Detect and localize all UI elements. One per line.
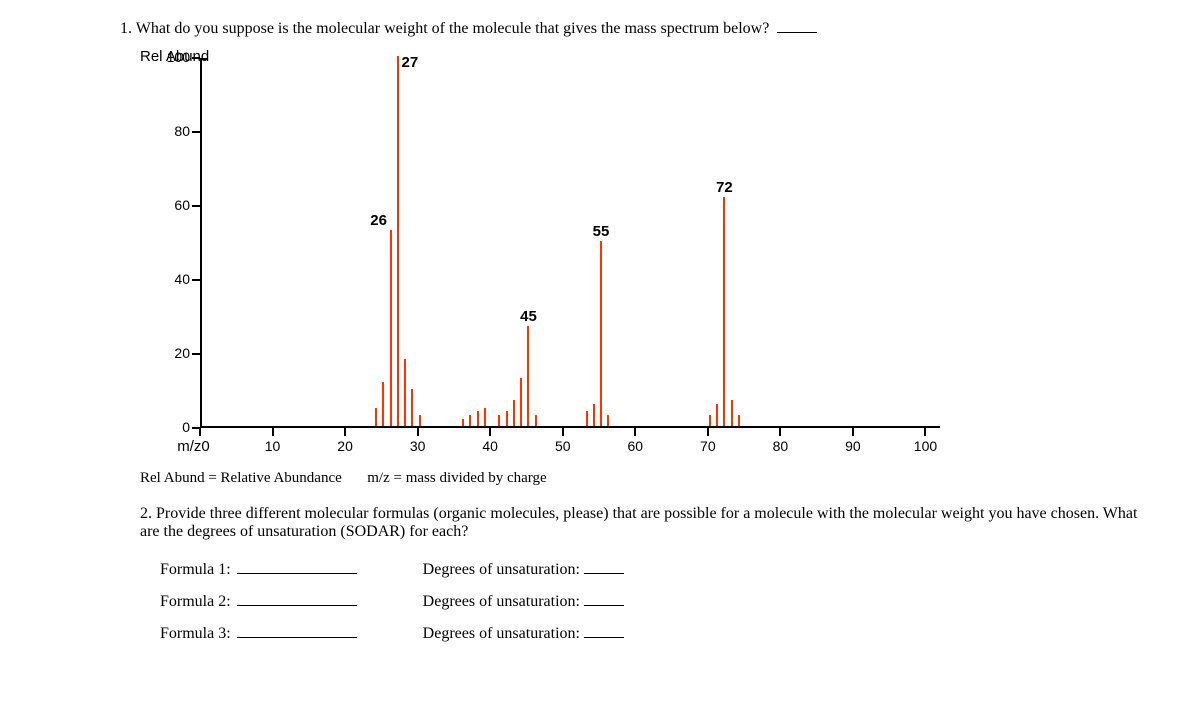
x-tick-label: 30 xyxy=(410,438,426,454)
spectrum-peak xyxy=(469,415,471,426)
degrees-label: Degrees of unsaturation: xyxy=(423,561,580,578)
spectrum-peak xyxy=(738,415,740,426)
formula-blank[interactable] xyxy=(237,561,357,574)
y-tick-label: 40 xyxy=(144,271,190,287)
spectrum-peak xyxy=(397,56,399,426)
x-tick-label: 40 xyxy=(482,438,498,454)
y-tick-label: 0 xyxy=(144,419,190,435)
formula-label: Formula 3: xyxy=(160,625,231,642)
spectrum-peak xyxy=(411,389,413,426)
legend-mz: m/z = mass divided by charge xyxy=(367,470,546,486)
y-tick xyxy=(192,131,200,133)
x-tick xyxy=(272,428,274,436)
spectrum-peak xyxy=(477,411,479,426)
question-1: 1. What do you suppose is the molecular … xyxy=(120,20,1160,38)
x-tick xyxy=(489,428,491,436)
y-tick-label: 100 xyxy=(144,49,190,65)
y-tick xyxy=(192,57,200,59)
x-tick-label: 80 xyxy=(773,438,789,454)
formula-blank[interactable] xyxy=(237,593,357,606)
peak-label: 26 xyxy=(370,212,387,229)
x-tick xyxy=(417,428,419,436)
x-tick-label: 60 xyxy=(627,438,643,454)
spectrum-peak xyxy=(535,415,537,426)
spectrum-peak xyxy=(484,408,486,427)
degrees-blank[interactable] xyxy=(584,561,624,574)
x-tick xyxy=(707,428,709,436)
mass-spectrum-chart: 2627455572 020406080100 1020304050607080… xyxy=(140,58,960,458)
spectrum-peak xyxy=(600,241,602,426)
chart-legend: Rel Abund = Relative Abundance m/z = mas… xyxy=(140,470,1160,487)
x-axis-title: m/z0 xyxy=(177,438,210,455)
x-tick xyxy=(779,428,781,436)
spectrum-peak xyxy=(607,415,609,426)
spectrum-peak xyxy=(723,197,725,426)
spectrum-peak xyxy=(527,326,529,426)
x-tick-label: 70 xyxy=(700,438,716,454)
x-tick xyxy=(634,428,636,436)
spectrum-peak xyxy=(462,419,464,426)
question-1-number: 1. xyxy=(120,20,132,37)
legend-rel-abund: Rel Abund = Relative Abundance xyxy=(140,470,342,486)
degrees-blank[interactable] xyxy=(584,593,624,606)
spectrum-peak xyxy=(593,404,595,426)
peak-label: 55 xyxy=(593,223,610,240)
formula-row: Formula 3: Degrees of unsaturation: xyxy=(160,625,1160,643)
x-tick xyxy=(852,428,854,436)
question-1-text: What do you suppose is the molecular wei… xyxy=(136,20,770,37)
spectrum-peak xyxy=(513,400,515,426)
question-2: 2. Provide three different molecular for… xyxy=(140,505,1160,541)
question-2-number: 2. xyxy=(140,505,152,522)
spectrum-peak xyxy=(716,404,718,426)
answer-blank-q1[interactable] xyxy=(777,20,817,33)
x-tick-label: 20 xyxy=(337,438,353,454)
peak-label: 45 xyxy=(520,308,537,325)
spectrum-peak xyxy=(520,378,522,426)
spectrum-peak xyxy=(731,400,733,426)
x-tick-label: 100 xyxy=(914,438,937,454)
y-tick-label: 60 xyxy=(144,197,190,213)
spectrum-peak xyxy=(498,415,500,426)
spectrum-peak xyxy=(709,415,711,426)
y-tick xyxy=(192,353,200,355)
spectrum-peak xyxy=(390,230,392,426)
x-tick xyxy=(344,428,346,436)
x-tick-label: 90 xyxy=(845,438,861,454)
degrees-label: Degrees of unsaturation: xyxy=(423,593,580,610)
x-tick-label: 50 xyxy=(555,438,571,454)
formula-label: Formula 2: xyxy=(160,593,231,610)
x-tick xyxy=(562,428,564,436)
y-tick xyxy=(192,205,200,207)
spectrum-peak xyxy=(382,382,384,426)
spectrum-peak xyxy=(404,359,406,426)
plot-area: 2627455572 xyxy=(200,58,940,428)
degrees-blank[interactable] xyxy=(584,625,624,638)
spectrum-peak xyxy=(419,415,421,426)
degrees-label: Degrees of unsaturation: xyxy=(423,625,580,642)
spectrum-peak xyxy=(375,408,377,427)
y-tick-label: 20 xyxy=(144,345,190,361)
formula-row: Formula 2: Degrees of unsaturation: xyxy=(160,593,1160,611)
formula-label: Formula 1: xyxy=(160,561,231,578)
y-tick-label: 80 xyxy=(144,123,190,139)
formula-blank[interactable] xyxy=(237,625,357,638)
formula-rows: Formula 1:Degrees of unsaturation:Formul… xyxy=(160,561,1160,643)
formula-row: Formula 1: Degrees of unsaturation: xyxy=(160,561,1160,579)
spectrum-peak xyxy=(586,411,588,426)
spectrum-peak xyxy=(506,411,508,426)
question-2-text: Provide three different molecular formul… xyxy=(140,505,1137,540)
x-tick xyxy=(924,428,926,436)
x-tick xyxy=(199,428,201,436)
y-tick xyxy=(192,279,200,281)
worksheet-page: 1. What do you suppose is the molecular … xyxy=(0,0,1200,707)
x-tick-label: 10 xyxy=(265,438,281,454)
peak-label: 72 xyxy=(716,179,733,196)
peak-label: 27 xyxy=(402,54,419,71)
